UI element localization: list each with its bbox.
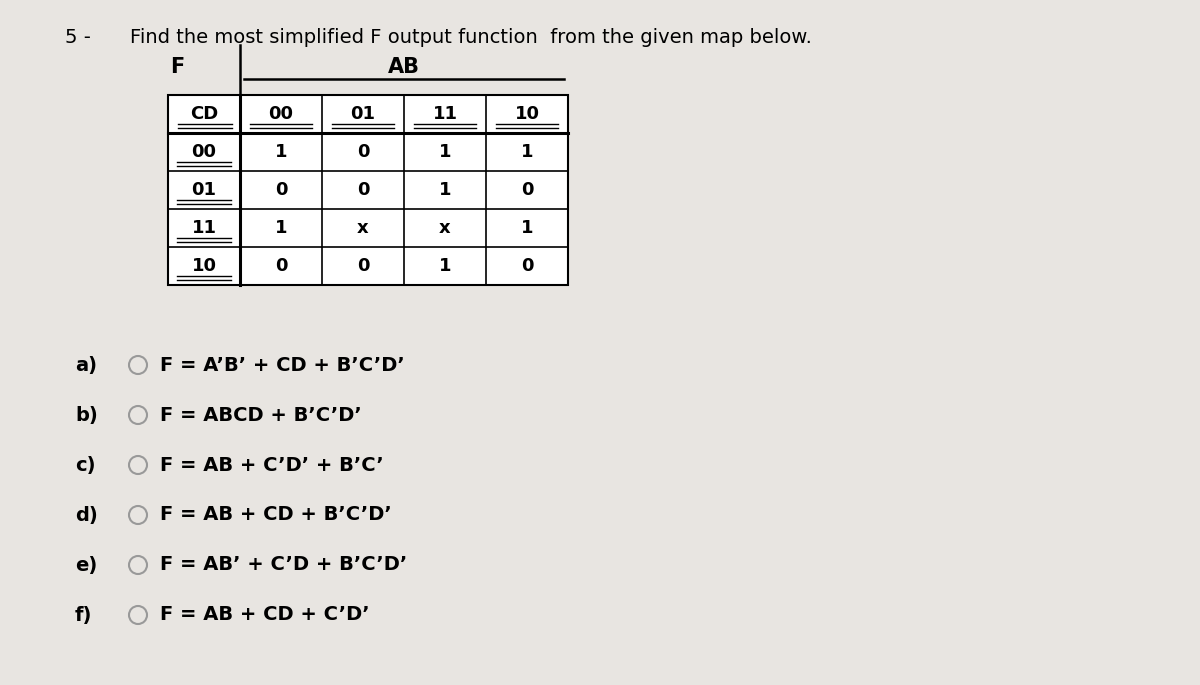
Text: x: x	[358, 219, 368, 237]
Text: 0: 0	[356, 181, 370, 199]
Text: e): e)	[74, 556, 97, 575]
Text: c): c)	[74, 456, 96, 475]
Text: 0: 0	[521, 181, 533, 199]
Text: 1: 1	[439, 143, 451, 161]
Text: 10: 10	[192, 257, 216, 275]
Text: F = AB + C’D’ + B’C’: F = AB + C’D’ + B’C’	[160, 456, 384, 475]
Text: Find the most simplified F output function  from the given map below.: Find the most simplified F output functi…	[130, 28, 812, 47]
Text: a): a)	[74, 356, 97, 375]
Text: F: F	[170, 57, 185, 77]
Text: F = AB + CD + C’D’: F = AB + CD + C’D’	[160, 606, 370, 625]
Text: 00: 00	[192, 143, 216, 161]
Text: F = ABCD + B’C’D’: F = ABCD + B’C’D’	[160, 406, 361, 425]
Text: F = AB’ + C’D + B’C’D’: F = AB’ + C’D + B’C’D’	[160, 556, 407, 575]
Text: F = AB + CD + B’C’D’: F = AB + CD + B’C’D’	[160, 506, 391, 525]
Text: f): f)	[74, 606, 92, 625]
Text: 5 -: 5 -	[65, 28, 91, 47]
Text: 0: 0	[275, 257, 287, 275]
Text: 11: 11	[192, 219, 216, 237]
Text: 0: 0	[521, 257, 533, 275]
Text: 0: 0	[275, 181, 287, 199]
Text: 00: 00	[269, 105, 294, 123]
Text: d): d)	[74, 506, 97, 525]
Text: 01: 01	[192, 181, 216, 199]
Text: 0: 0	[356, 143, 370, 161]
Text: 1: 1	[439, 181, 451, 199]
Text: CD: CD	[190, 105, 218, 123]
Bar	[168, 95, 568, 285]
Text: AB: AB	[388, 57, 420, 77]
Text: 1: 1	[275, 143, 287, 161]
Text: x: x	[439, 219, 451, 237]
Text: b): b)	[74, 406, 97, 425]
Text: 11: 11	[432, 105, 457, 123]
Text: F = A’B’ + CD + B’C’D’: F = A’B’ + CD + B’C’D’	[160, 356, 404, 375]
Text: 1: 1	[275, 219, 287, 237]
Text: 1: 1	[439, 257, 451, 275]
Text: 1: 1	[521, 143, 533, 161]
Text: 10: 10	[515, 105, 540, 123]
Text: 1: 1	[521, 219, 533, 237]
Text: 01: 01	[350, 105, 376, 123]
Text: 0: 0	[356, 257, 370, 275]
